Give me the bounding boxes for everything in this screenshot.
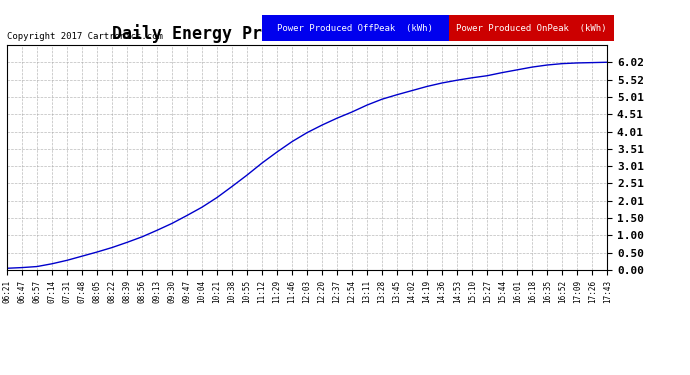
Text: Power Produced OnPeak  (kWh): Power Produced OnPeak (kWh) [456,24,607,33]
Text: Power Produced OffPeak  (kWh): Power Produced OffPeak (kWh) [277,24,433,33]
Title: Daily Energy Production Sun Mar 5 17:45: Daily Energy Production Sun Mar 5 17:45 [112,24,502,44]
Text: Copyright 2017 Cartronics.com: Copyright 2017 Cartronics.com [7,32,163,41]
